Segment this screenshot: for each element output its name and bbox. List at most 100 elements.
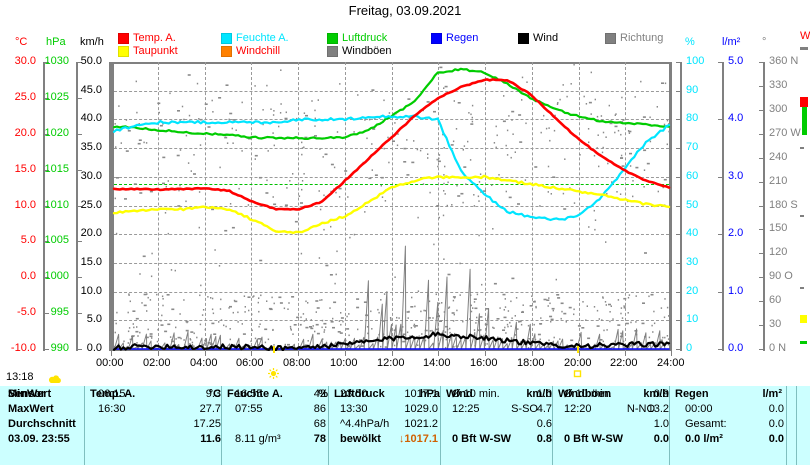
legend-label-direction: Richtung (620, 32, 664, 44)
table-row-label: 03.09. 23:55 (8, 433, 70, 445)
table-header-temp: Temp. A. (90, 388, 136, 400)
gridline-v (251, 62, 252, 351)
axis-tick-label-humidity: 70 (686, 141, 699, 153)
time-label: 24:00 (657, 357, 685, 369)
table-header-sensor: Sensor (8, 388, 46, 400)
axis-tick (45, 170, 49, 171)
axis-tick-label-pressure: 1000 (44, 270, 69, 282)
table-header-unit-temp: °C (208, 388, 221, 400)
cell-gust-value: 0.0 (653, 433, 669, 445)
cell-humidity-value: 78 (313, 433, 326, 445)
legend-label-dewpoint: Taupunkt (133, 45, 178, 57)
cell-pressure-time: ^4.4hPa/h (340, 418, 390, 430)
cell-pressure-value: 1029.0 (404, 403, 438, 415)
cell-humidity-value: 68 (313, 418, 326, 430)
table-header-unit-rain: l/m² (762, 388, 782, 400)
legend-label-gusts: Windböen (342, 45, 392, 57)
axis-tick (45, 62, 49, 63)
legend-swatch-wind (518, 32, 529, 44)
cell-rain-time: 0.0 l/m² (685, 433, 723, 445)
cell-gust-value: 0.9 (653, 388, 669, 400)
axis-tick (759, 253, 763, 254)
axis-tick-label-direction: 90 O (769, 270, 793, 282)
time-label: 20:00 (564, 357, 592, 369)
cell-wind-time: Ø 10 min. (452, 388, 500, 400)
table-column-separator (440, 386, 441, 465)
axis-tick-label-humidity: 10 (686, 313, 699, 325)
time-label: 02:00 (143, 357, 171, 369)
time-label: 18:00 (517, 357, 545, 369)
time-label: 00:00 (96, 357, 124, 369)
time-axis-labels: 00:00 02:00 04:00 06:00 08:00 10:00 12:00 14:00… (0, 357, 810, 371)
cell-rain-time: 00:00 (685, 403, 713, 415)
axis-tick-label-direction: 270 W (769, 127, 801, 139)
axis-line (722, 62, 724, 351)
axis-unit-rain: l/m² (722, 36, 741, 48)
legend-item-wind: Wind (518, 32, 558, 44)
legend-item-dewpoint: Taupunkt (118, 45, 178, 57)
table-header-unit-wind: km/h (526, 388, 552, 400)
axis-tick-label-pressure: 1020 (44, 127, 69, 139)
legend-swatch-pressure (327, 32, 338, 44)
axis-tick (718, 292, 722, 293)
axis-tick (759, 229, 763, 230)
axis-tick-label-pressure: 1010 (44, 199, 69, 211)
gridline-h (114, 119, 669, 120)
axis-tick (45, 134, 49, 135)
gridline-v (298, 62, 299, 351)
axis-tick-label-pressure: 1030 (44, 55, 69, 67)
time-axis (111, 351, 672, 361)
axis-tick-label-rain: 4.0 (728, 112, 744, 124)
axis-tick (78, 277, 82, 278)
axis-tick (718, 234, 722, 235)
axis-tick (759, 277, 763, 278)
axis-unit-direction: ° (762, 36, 767, 48)
gridline-v (345, 62, 346, 351)
axis-tick-label-wind: 5.0 (86, 313, 102, 325)
axis-tick (676, 148, 680, 149)
axis-tick-label-rain: 1.0 (728, 285, 744, 297)
axis-line (763, 62, 765, 351)
time-tick (625, 351, 626, 356)
axis-tick-label-wind: 30.0 (80, 170, 102, 182)
axis-tick-label-pressure: 995 (50, 306, 69, 318)
axis-tick (676, 292, 680, 293)
table-row-label: MaxWert (8, 403, 54, 415)
axis-tick (676, 320, 680, 321)
axis-tick (718, 177, 722, 178)
cell-rain-value: 0.0 (768, 403, 784, 415)
cell-gust-time: 0 Bft W-SW (564, 433, 624, 445)
axis-tick-label-direction: 30 (769, 318, 782, 330)
axis-tick-label-rain: 0.0 (728, 342, 744, 354)
axis-tick-label-wind: 40.0 (80, 112, 102, 124)
table-column-separator (84, 386, 85, 465)
cell-rain-value: 0.0 (768, 418, 784, 430)
legend-label-humidity: Feuchte A. (236, 32, 289, 44)
cell-wind-dir: S-SO (511, 403, 538, 415)
cell-pressure-time: 23:50 (340, 388, 368, 400)
table-column-separator (786, 386, 787, 465)
cell-pressure-value: ↓1017.1 (398, 433, 438, 445)
cell-humidity-value: 42 (313, 388, 326, 400)
cell-wind-value: 4.7 (536, 403, 552, 415)
axis-tick-label-temp: 15.0 (14, 163, 36, 175)
axis-tick (759, 158, 763, 159)
gridline-h (114, 320, 669, 321)
table-column-separator (796, 386, 797, 465)
axis-tick-label-humidity: 60 (686, 170, 699, 182)
cell-temp-value: 11.6 (200, 433, 221, 445)
axis-unit-temp: °C (15, 36, 28, 48)
cell-gust-dir: N-NO (626, 403, 655, 415)
cell-humidity-time: 8.11 g/m³ (235, 433, 281, 445)
sunset-icon (572, 368, 583, 379)
axis-tick-label-humidity: 0 (686, 342, 693, 354)
weather-chart-plot[interactable] (111, 62, 672, 351)
series-wind (112, 331, 671, 351)
axis-tick-label-pressure: 990 (50, 342, 69, 354)
axis-tick-label-temp: 5.0 (20, 234, 36, 246)
time-label: 14:00 (423, 357, 451, 369)
axis-tick-label-direction: 180 S (769, 199, 798, 211)
legend-label-pressure: Luftdruck (342, 32, 388, 44)
time-label: 22:00 (610, 357, 638, 369)
axis-tick-label-direction: 360 N (769, 55, 799, 67)
